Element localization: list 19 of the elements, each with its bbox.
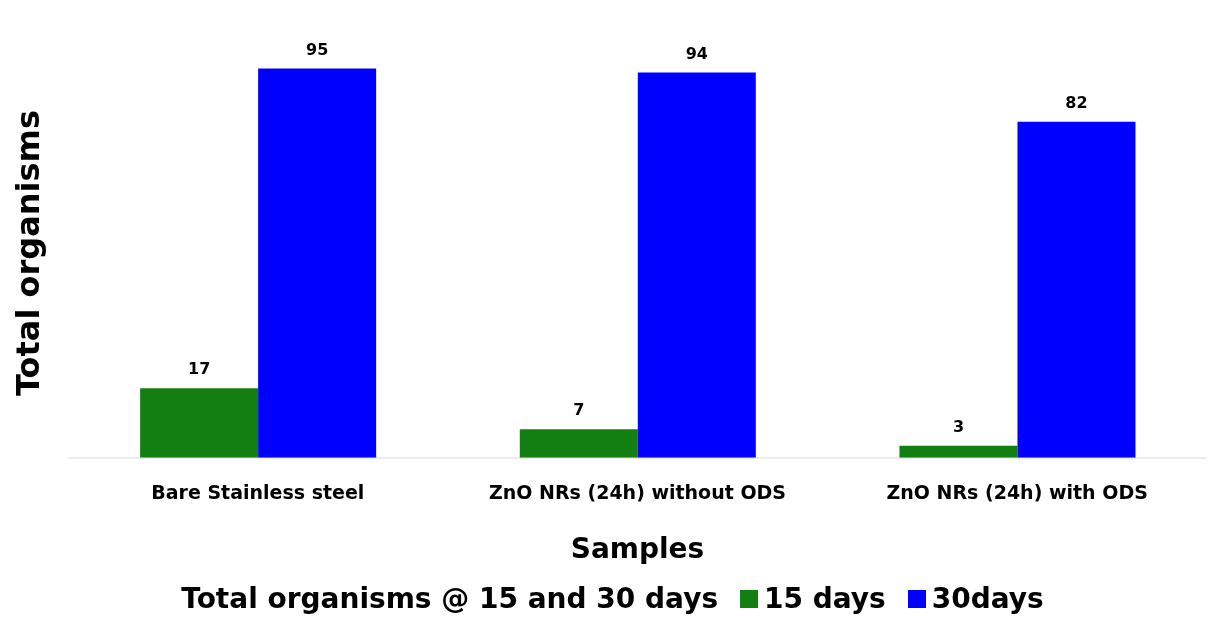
x-axis-title: Samples bbox=[570, 532, 705, 565]
x-tick-label: ZnO NRs (24h) with ODS bbox=[886, 481, 1148, 504]
bar bbox=[140, 388, 259, 458]
bar bbox=[637, 72, 756, 458]
y-axis-title: Total organisms bbox=[9, 109, 48, 397]
bar bbox=[258, 68, 377, 458]
legend-title: Total organisms @ 15 and 30 days bbox=[181, 582, 719, 615]
bar bbox=[519, 429, 638, 458]
legend-label: 30days bbox=[931, 582, 1044, 615]
data-label: 94 bbox=[685, 43, 708, 63]
data-label: 95 bbox=[306, 39, 329, 59]
data-label: 17 bbox=[188, 359, 211, 379]
bar bbox=[1017, 121, 1136, 458]
data-label: 82 bbox=[1065, 92, 1088, 112]
x-tick-label: Bare Stainless steel bbox=[151, 481, 365, 504]
legend-label: 15 days bbox=[764, 582, 886, 615]
data-label: 3 bbox=[952, 416, 965, 436]
data-label: 7 bbox=[573, 400, 585, 420]
x-tick-label: ZnO NRs (24h) without ODS bbox=[488, 481, 787, 504]
